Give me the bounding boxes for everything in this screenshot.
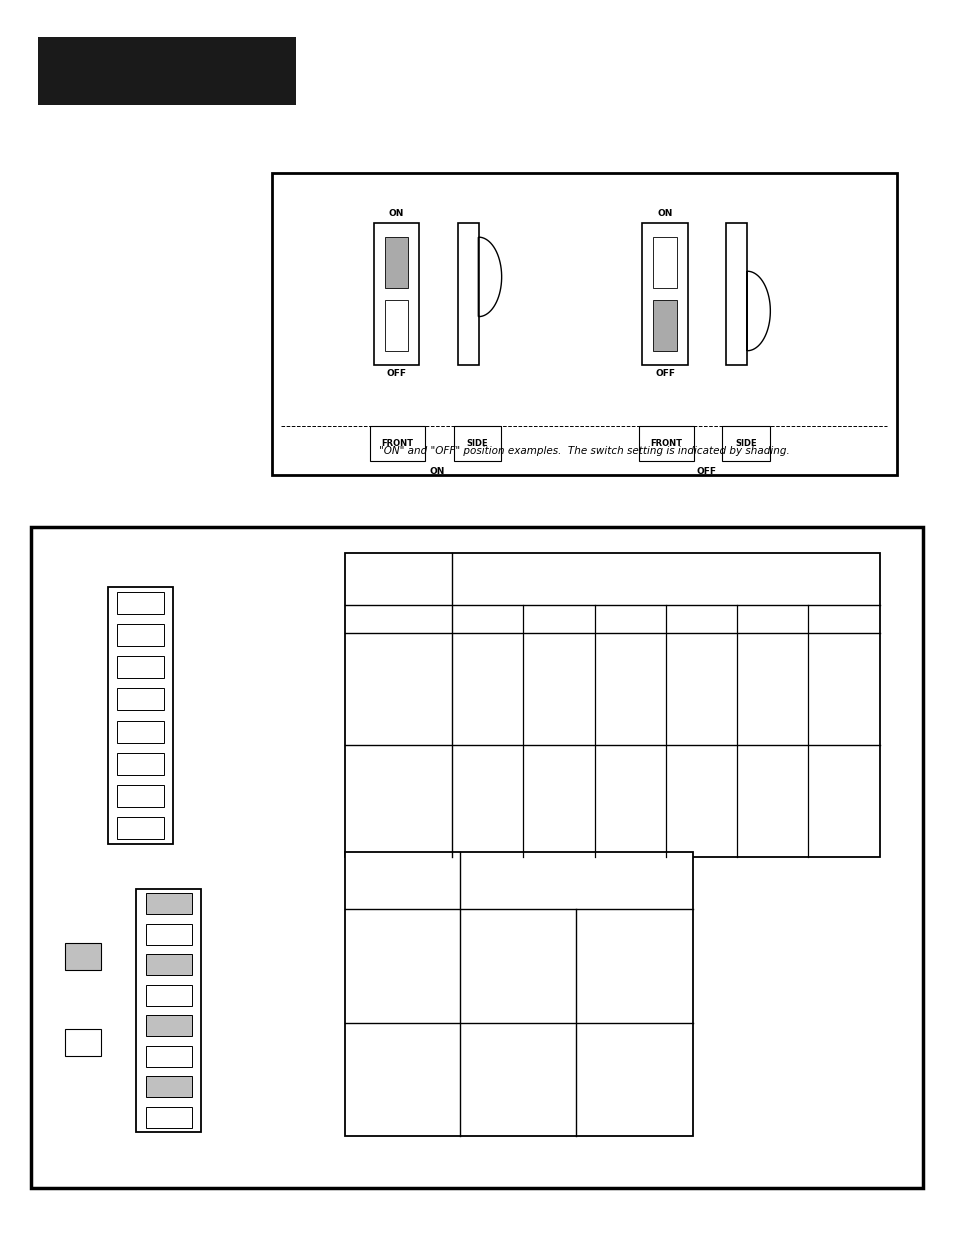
Bar: [146, 924, 192, 945]
Bar: [146, 955, 192, 976]
Bar: [653, 300, 677, 351]
Bar: [146, 1015, 192, 1036]
Bar: [384, 300, 408, 351]
Text: OFF: OFF: [386, 369, 406, 378]
Bar: [146, 986, 192, 1005]
Text: ON: ON: [657, 209, 672, 217]
Text: OFF: OFF: [696, 467, 716, 475]
Bar: [146, 1077, 192, 1097]
Bar: [641, 224, 687, 366]
Text: ON: ON: [389, 209, 404, 217]
Text: FRONT: FRONT: [381, 438, 413, 448]
Bar: [117, 753, 163, 774]
Bar: [653, 237, 677, 288]
Bar: [638, 426, 693, 461]
Bar: [117, 688, 163, 710]
Bar: [454, 426, 501, 461]
Text: SIDE: SIDE: [466, 438, 488, 448]
Bar: [725, 224, 746, 366]
Bar: [345, 553, 879, 857]
Polygon shape: [478, 237, 501, 316]
Bar: [117, 785, 163, 808]
Bar: [146, 893, 192, 914]
Bar: [384, 237, 408, 288]
Bar: [117, 624, 163, 646]
Bar: [117, 592, 163, 614]
Bar: [117, 721, 163, 742]
Bar: [370, 426, 425, 461]
Bar: [117, 656, 163, 678]
Bar: [136, 889, 201, 1132]
Bar: [721, 426, 769, 461]
Bar: [345, 852, 692, 1136]
Bar: [146, 1107, 192, 1128]
Bar: [146, 1046, 192, 1067]
Bar: [30, 527, 922, 1188]
Text: FRONT: FRONT: [650, 438, 681, 448]
Bar: [65, 944, 101, 971]
Bar: [38, 37, 295, 105]
Bar: [374, 224, 419, 366]
Text: SIDE: SIDE: [735, 438, 757, 448]
Text: ON: ON: [430, 467, 445, 475]
Text: OFF: OFF: [655, 369, 675, 378]
Bar: [65, 1029, 101, 1056]
Polygon shape: [746, 272, 769, 351]
Bar: [457, 224, 478, 366]
Bar: [108, 587, 172, 845]
Bar: [117, 818, 163, 840]
Text: "ON" and "OFF" position examples.  The switch setting is indicated by shading.: "ON" and "OFF" position examples. The sw…: [378, 446, 789, 456]
Bar: [272, 173, 896, 475]
